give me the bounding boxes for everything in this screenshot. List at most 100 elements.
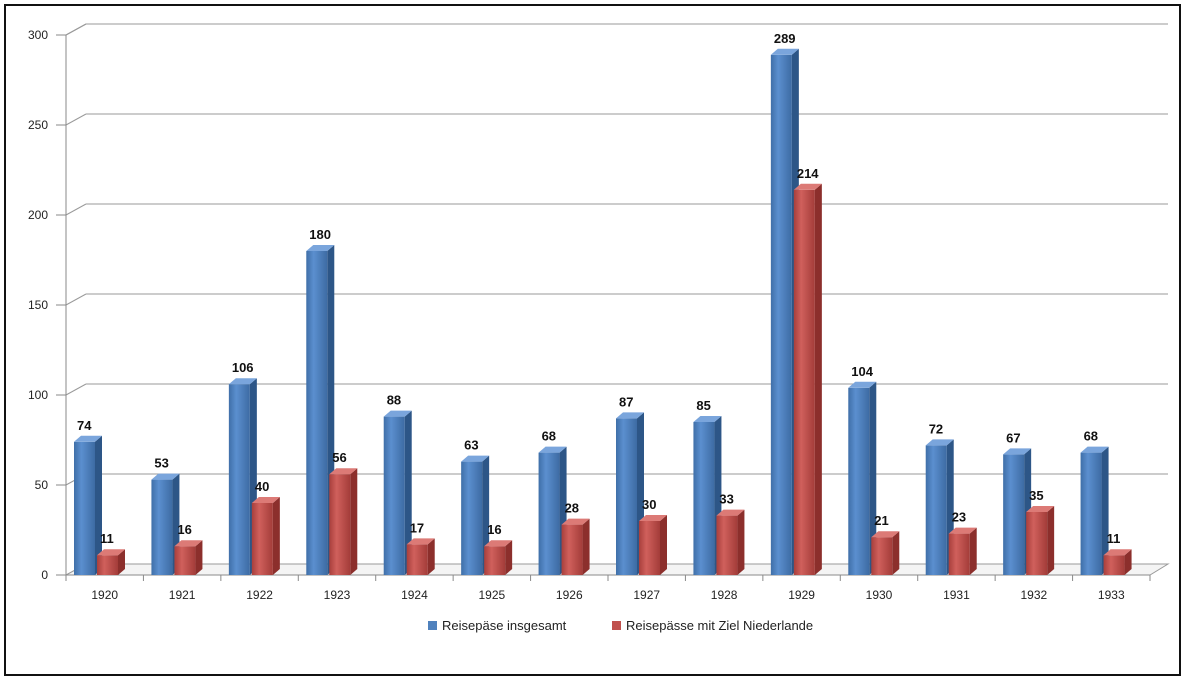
bar-top <box>251 497 280 503</box>
bar-top <box>871 531 900 538</box>
bar-front <box>693 422 715 575</box>
bar-top <box>793 183 822 190</box>
x-tick-label: 1924 <box>401 588 428 602</box>
data-label: 56 <box>332 450 346 465</box>
axes: 0 50 100 150 200 250 300 1920 1921 1922 1923 1924 19… <box>28 23 1170 602</box>
data-labels: 74 53 106 180 88 63 68 87 85 289 104 72 67 68 11 16 40 56… <box>77 31 1120 546</box>
bar-total <box>848 381 877 575</box>
bar-side <box>272 497 280 575</box>
gridlines <box>65 23 1168 486</box>
data-label: 289 <box>774 31 796 46</box>
bar-front <box>174 546 196 575</box>
data-label: 85 <box>696 398 710 413</box>
bar-netherlands <box>948 527 977 575</box>
data-label: 16 <box>177 522 191 537</box>
data-label: 28 <box>565 501 579 516</box>
x-tick-label: 1927 <box>633 588 660 602</box>
bar-front <box>329 474 351 575</box>
bar-top <box>1080 446 1109 453</box>
data-label: 68 <box>542 429 556 444</box>
bar-top <box>538 446 567 453</box>
data-label: 11 <box>1107 531 1121 546</box>
data-label: 30 <box>642 497 656 512</box>
bar-top <box>329 468 358 475</box>
x-tick-label: 1929 <box>788 588 815 602</box>
bar-side <box>118 549 125 575</box>
gridline-diag <box>65 293 87 306</box>
bar-front <box>538 452 560 575</box>
x-tick-label: 1932 <box>1021 588 1048 602</box>
bar-total <box>74 435 102 575</box>
y-tick-label: 300 <box>28 28 48 42</box>
bar-side <box>1124 549 1132 575</box>
x-tick-label: 1920 <box>91 588 118 602</box>
bar-top <box>770 48 799 55</box>
data-label: 11 <box>100 531 114 546</box>
bar-front <box>871 537 893 575</box>
bar-front <box>793 189 815 576</box>
bar-netherlands <box>1026 506 1055 575</box>
bar-front <box>1026 512 1048 575</box>
bar-front <box>616 418 637 575</box>
bar-top <box>693 416 722 422</box>
bar-total <box>306 245 335 575</box>
bar-front <box>561 524 583 575</box>
x-tick-label: 1930 <box>866 588 893 602</box>
y-tick-label: 100 <box>28 388 48 402</box>
bar-top <box>484 540 513 547</box>
data-label: 53 <box>154 456 168 471</box>
x-tick-label: 1933 <box>1098 588 1125 602</box>
legend-label: Reisepäse insgesamt <box>442 618 567 633</box>
data-label: 72 <box>929 421 943 436</box>
data-label: 63 <box>464 438 478 453</box>
bar-netherlands <box>716 509 745 575</box>
bar-top <box>848 381 877 388</box>
bar-front <box>406 544 428 575</box>
gridline-diag <box>65 203 87 216</box>
bar-top <box>383 410 412 417</box>
data-label: 21 <box>874 513 888 528</box>
bar-front <box>228 384 250 575</box>
bar-side <box>737 509 745 575</box>
bar-side <box>814 183 822 576</box>
bar-netherlands <box>793 183 822 576</box>
bar-front <box>151 479 173 575</box>
data-label: 40 <box>255 479 269 494</box>
bar-side <box>427 538 435 575</box>
data-label: 214 <box>797 166 819 181</box>
data-label: 180 <box>309 227 331 242</box>
y-tick-label: 50 <box>35 478 49 492</box>
y-tick-label: 150 <box>28 298 48 312</box>
bar-netherlands <box>251 497 280 575</box>
bar-top <box>1003 448 1032 455</box>
y-tick-label: 200 <box>28 208 48 222</box>
bar-front <box>770 54 792 576</box>
data-label: 87 <box>619 394 633 409</box>
bar-top <box>306 245 335 251</box>
bar-front <box>948 533 970 575</box>
bar-top <box>948 527 977 534</box>
data-label: 67 <box>1006 430 1020 445</box>
bar-total <box>228 378 257 575</box>
bar-front <box>848 387 870 575</box>
bar-netherlands <box>97 549 125 575</box>
bar-top <box>639 515 667 521</box>
bar-side <box>660 515 667 575</box>
data-label: 23 <box>952 510 966 525</box>
bar-front <box>306 251 328 575</box>
data-label: 16 <box>487 522 501 537</box>
data-label: 88 <box>387 393 401 408</box>
x-tick-label: 1921 <box>169 588 196 602</box>
bar-front <box>1003 454 1025 575</box>
bar-top <box>151 473 180 480</box>
bar-front <box>925 445 947 575</box>
bar-top <box>561 518 590 525</box>
bar-front <box>716 515 738 575</box>
bar-top <box>74 435 102 442</box>
bar-side <box>869 381 877 575</box>
bar-total <box>538 446 567 575</box>
bar-top <box>174 540 203 547</box>
bar-front <box>1103 555 1125 575</box>
x-tick-label: 1931 <box>943 588 970 602</box>
